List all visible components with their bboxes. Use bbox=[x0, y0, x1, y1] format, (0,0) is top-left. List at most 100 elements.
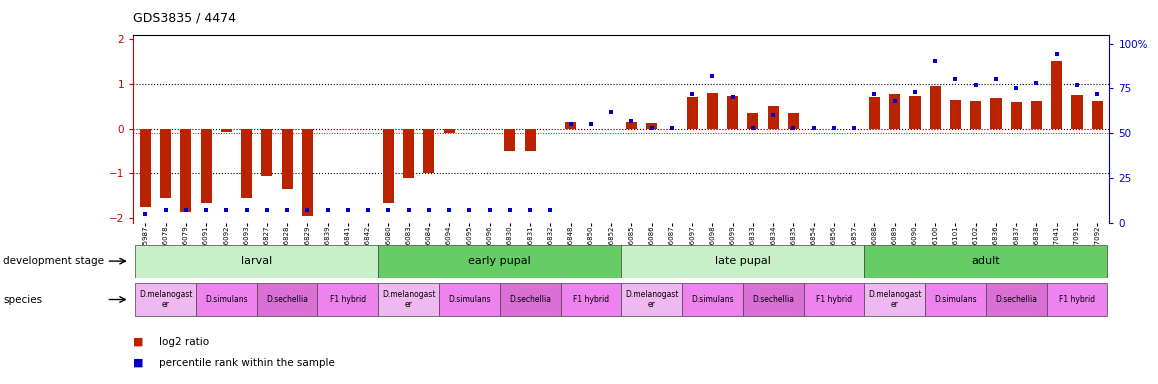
Bar bbox=[625, 122, 637, 129]
Point bbox=[703, 73, 721, 79]
Point bbox=[906, 89, 924, 95]
Bar bbox=[379, 283, 439, 316]
Point bbox=[379, 207, 397, 213]
Point bbox=[359, 207, 378, 213]
Text: ■: ■ bbox=[133, 358, 144, 368]
Point bbox=[926, 58, 945, 65]
Point bbox=[865, 91, 884, 97]
Text: D.simulans: D.simulans bbox=[935, 295, 976, 304]
Bar bbox=[747, 113, 758, 129]
Point bbox=[135, 211, 154, 217]
Text: D.sechellia: D.sechellia bbox=[510, 295, 551, 304]
Bar bbox=[135, 245, 379, 278]
Bar bbox=[970, 101, 981, 129]
Bar bbox=[403, 129, 415, 178]
Bar bbox=[500, 283, 560, 316]
Point bbox=[1089, 91, 1107, 97]
Bar bbox=[787, 113, 799, 129]
Point bbox=[1027, 80, 1046, 86]
Point bbox=[743, 125, 762, 131]
Bar bbox=[1011, 102, 1021, 129]
Bar bbox=[181, 129, 191, 212]
Point bbox=[1048, 51, 1067, 57]
Point bbox=[764, 112, 783, 118]
Point bbox=[805, 125, 823, 131]
Bar bbox=[135, 283, 196, 316]
Bar bbox=[621, 283, 682, 316]
Point bbox=[824, 125, 843, 131]
Bar bbox=[768, 106, 778, 129]
Text: D.sechellia: D.sechellia bbox=[995, 295, 1038, 304]
Point bbox=[662, 125, 681, 131]
Bar bbox=[687, 97, 698, 129]
Point bbox=[460, 207, 478, 213]
Point bbox=[237, 207, 256, 213]
Point bbox=[257, 207, 276, 213]
Point bbox=[338, 207, 357, 213]
Bar bbox=[317, 283, 379, 316]
Bar bbox=[504, 129, 515, 151]
Text: D.melanogast
er: D.melanogast er bbox=[382, 290, 435, 309]
Text: F1 hybrid: F1 hybrid bbox=[573, 295, 609, 304]
Text: development stage: development stage bbox=[3, 256, 104, 266]
Point bbox=[784, 125, 802, 131]
Point bbox=[541, 207, 559, 213]
Bar bbox=[889, 94, 900, 129]
Bar bbox=[930, 86, 940, 129]
Bar bbox=[160, 129, 171, 198]
Bar bbox=[706, 93, 718, 129]
Text: F1 hybrid: F1 hybrid bbox=[816, 295, 852, 304]
Bar bbox=[560, 283, 621, 316]
Bar bbox=[742, 283, 804, 316]
Bar bbox=[383, 129, 394, 203]
Bar bbox=[864, 245, 1107, 278]
Point bbox=[500, 207, 519, 213]
Text: species: species bbox=[3, 295, 43, 305]
Bar bbox=[379, 245, 621, 278]
Bar bbox=[241, 129, 252, 198]
Point bbox=[1068, 82, 1086, 88]
Bar bbox=[909, 96, 921, 129]
Text: GDS3835 / 4474: GDS3835 / 4474 bbox=[133, 12, 236, 25]
Point bbox=[562, 121, 580, 127]
Point bbox=[622, 118, 640, 124]
Bar bbox=[727, 96, 739, 129]
Bar bbox=[444, 129, 455, 133]
Bar bbox=[925, 283, 985, 316]
Point bbox=[643, 125, 661, 131]
Point bbox=[967, 82, 985, 88]
Text: D.simulans: D.simulans bbox=[448, 295, 491, 304]
Bar bbox=[439, 283, 500, 316]
Bar bbox=[682, 283, 742, 316]
Point bbox=[197, 207, 215, 213]
Text: D.melanogast
er: D.melanogast er bbox=[625, 290, 679, 309]
Text: F1 hybrid: F1 hybrid bbox=[330, 295, 366, 304]
Point bbox=[602, 109, 621, 115]
Bar bbox=[804, 283, 864, 316]
Point bbox=[521, 207, 540, 213]
Text: early pupal: early pupal bbox=[468, 256, 532, 266]
Bar bbox=[1071, 95, 1083, 129]
Text: D.sechellia: D.sechellia bbox=[753, 295, 794, 304]
Point bbox=[845, 125, 864, 131]
Point bbox=[176, 207, 195, 213]
Bar bbox=[262, 129, 272, 176]
Bar bbox=[985, 283, 1047, 316]
Point bbox=[298, 207, 316, 213]
Point bbox=[1007, 85, 1026, 91]
Point bbox=[581, 121, 600, 127]
Point bbox=[278, 207, 296, 213]
Point bbox=[987, 76, 1005, 83]
Bar bbox=[565, 122, 577, 129]
Bar bbox=[646, 123, 658, 129]
Text: F1 hybrid: F1 hybrid bbox=[1058, 295, 1095, 304]
Point bbox=[400, 207, 418, 213]
Bar bbox=[200, 129, 212, 203]
Point bbox=[440, 207, 459, 213]
Point bbox=[946, 76, 965, 83]
Bar bbox=[950, 99, 961, 129]
Point bbox=[683, 91, 702, 97]
Text: late pupal: late pupal bbox=[714, 256, 771, 266]
Text: percentile rank within the sample: percentile rank within the sample bbox=[159, 358, 335, 368]
Text: adult: adult bbox=[972, 256, 1001, 266]
